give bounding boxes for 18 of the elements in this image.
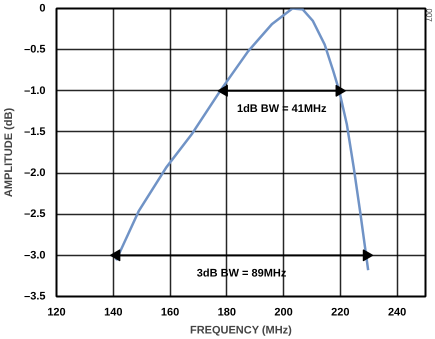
x-tick-label: 180 bbox=[218, 306, 236, 318]
annotation: 007 bbox=[424, 8, 434, 22]
y-tick-label: 0 bbox=[39, 2, 46, 14]
x-tick-label: 200 bbox=[274, 306, 293, 318]
x-tick-label: 240 bbox=[388, 306, 406, 318]
x-tick-label: 220 bbox=[331, 306, 350, 318]
y-axis-title: AMPLITUDE (dB) bbox=[3, 108, 16, 198]
x-axis-title: FREQUENCY (MHz) bbox=[190, 324, 292, 336]
x-tick-label: 160 bbox=[160, 306, 180, 318]
x-tick-label: 120 bbox=[47, 306, 66, 318]
x-tick-label: 140 bbox=[104, 306, 122, 318]
y-tick-label: –1.0 bbox=[24, 84, 46, 97]
y-tick-label: –2.5 bbox=[24, 208, 46, 220]
y-tick-label: –1.5 bbox=[24, 126, 46, 138]
y-tick-label: –0.5 bbox=[24, 44, 46, 56]
y-tick-label: –3.5 bbox=[24, 290, 46, 302]
y-tick-label: –2.0 bbox=[24, 167, 46, 180]
y-tick-label: –3.0 bbox=[24, 249, 46, 262]
